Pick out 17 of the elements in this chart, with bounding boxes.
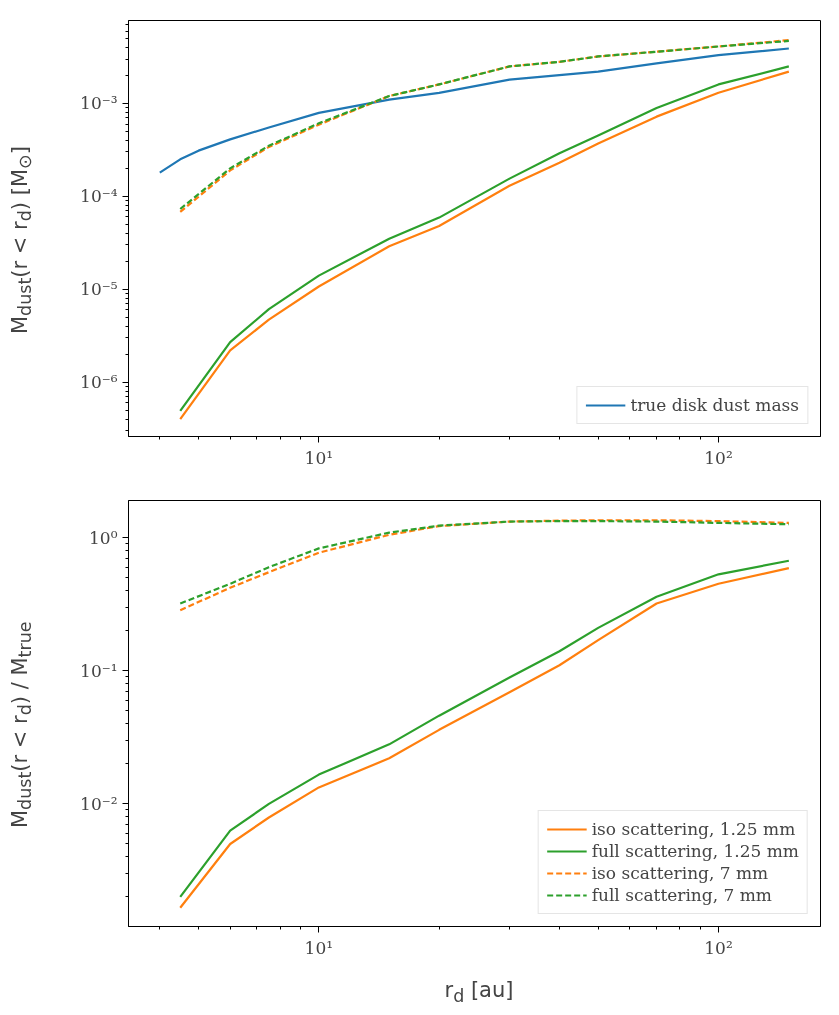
y-tick-label: 10⁻² [80, 793, 118, 814]
legend-label: iso scattering, 1.25 mm [591, 819, 796, 839]
y-tick-label: 10⁻⁶ [80, 372, 118, 393]
legend-label: full scattering, 7 mm [591, 885, 772, 905]
x-tick-label: 10¹ [304, 937, 334, 958]
x-axis-title: r$_{d}$ [au] [444, 977, 514, 1009]
y-tick-label: 10⁻³ [80, 93, 118, 114]
y-tick-label: 10⁻⁴ [80, 186, 118, 207]
legend-label: iso scattering, 7 mm [591, 863, 769, 883]
x-tick-label: 10² [704, 937, 733, 958]
y-tick-label: 10⁰ [89, 527, 118, 548]
legend-label: true disk dust mass [630, 395, 799, 415]
x-tick-label: 10² [704, 447, 733, 468]
y-tick-label: 10⁻⁵ [80, 279, 118, 300]
legend-label: full scattering, 1.25 mm [591, 841, 799, 861]
x-tick-label: 10¹ [304, 447, 334, 468]
y-tick-label: 10⁻¹ [80, 660, 118, 681]
